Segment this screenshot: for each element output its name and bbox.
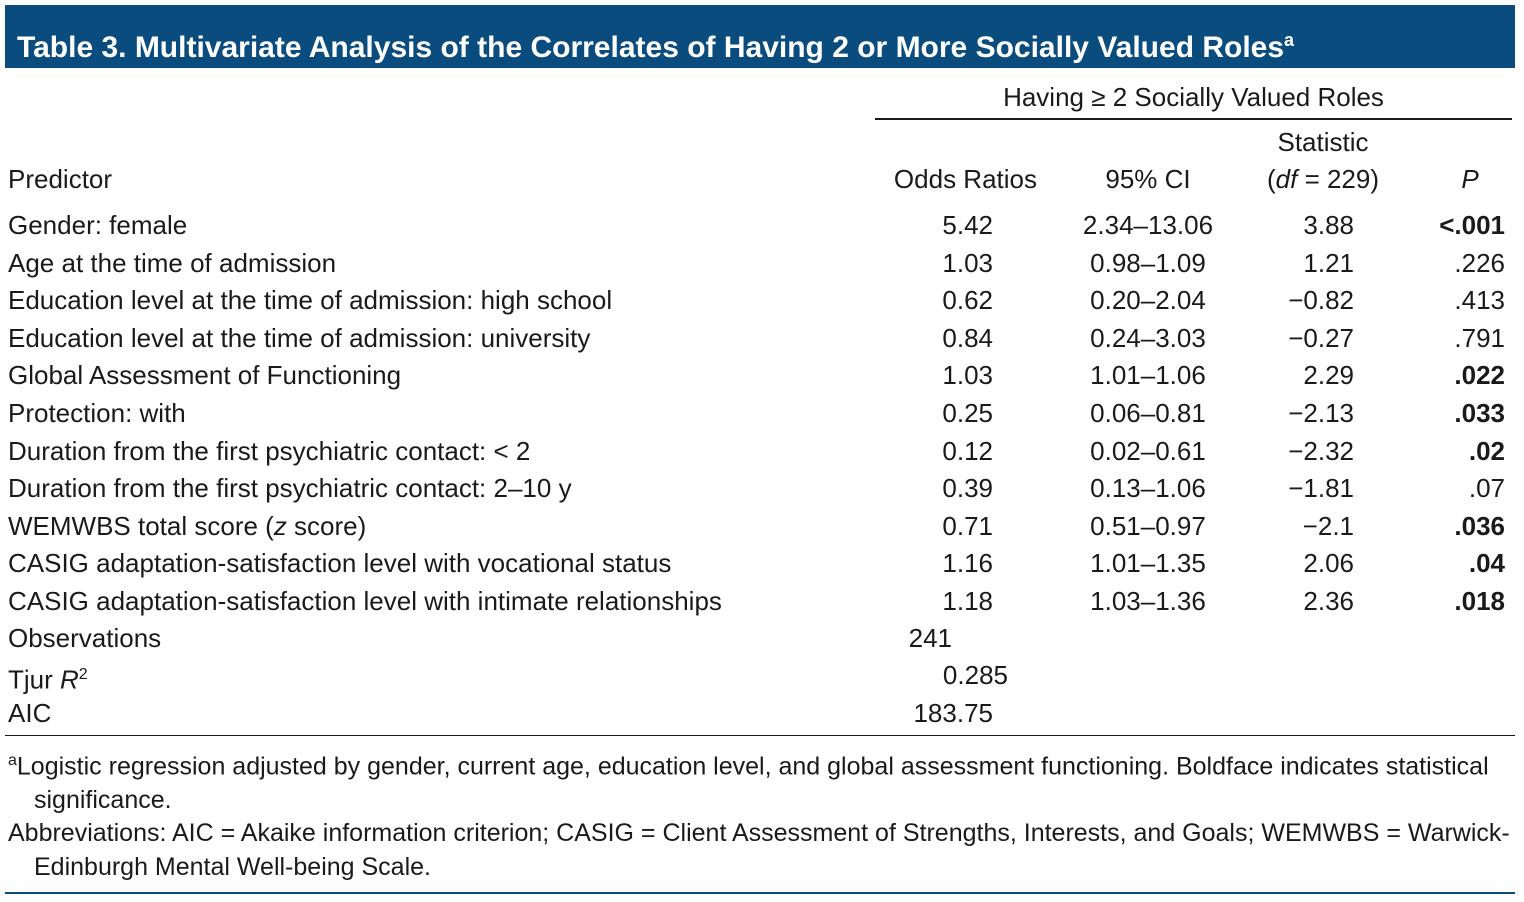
- p-value: .413: [1454, 285, 1505, 316]
- df-rest: = 229): [1297, 164, 1380, 194]
- predictor: Duration from the first psychiatric cont…: [8, 473, 572, 504]
- statistic: −2.13: [1288, 398, 1354, 428]
- p-value: .04: [1468, 548, 1505, 579]
- predictor: WEMWBS total score (z score): [8, 508, 366, 544]
- confidence-interval: 0.20–2.04: [1090, 285, 1206, 316]
- predictor: CASIG adaptation-satisfaction level with…: [8, 586, 722, 616]
- aic-label: AIC: [8, 698, 52, 728]
- odds-ratio: 1.18: [942, 586, 993, 616]
- p-value: .022: [1454, 360, 1505, 391]
- body-rule: [5, 735, 1515, 736]
- statistic: 2.36: [1303, 586, 1354, 616]
- confidence-interval: 0.13–1.06: [1090, 473, 1206, 504]
- footnote: aLogistic regression adjusted by gender,…: [8, 744, 1524, 817]
- header-odds: Odds Ratios: [893, 164, 1037, 194]
- statistic: −2.32: [1288, 435, 1354, 466]
- header-predictor: Predictor: [8, 164, 113, 194]
- group-rule: [875, 118, 1512, 120]
- confidence-interval: 1.01–1.35: [1090, 548, 1206, 579]
- p-value: .02: [1468, 435, 1505, 466]
- title-text: Table 3. Multivariate Analysis of the Co…: [17, 31, 1285, 64]
- confidence-interval: 0.24–3.03: [1090, 322, 1206, 353]
- tjur-value: 0.285: [942, 660, 1008, 690]
- confidence-interval: 0.06–0.81: [1090, 398, 1206, 428]
- confidence-interval: 0.98–1.09: [1090, 247, 1206, 278]
- confidence-interval: 2.34–13.06: [1082, 210, 1214, 240]
- header-ci: 95% CI: [1105, 164, 1191, 194]
- confidence-interval: 1.03–1.36: [1090, 586, 1206, 616]
- aic-value: 183.75: [913, 698, 993, 728]
- tjur-text: Tjur: [8, 664, 60, 695]
- predictor: Duration from the first psychiatric cont…: [8, 435, 531, 466]
- footnote: Abbreviations: AIC = Akaike information …: [8, 819, 1510, 881]
- bottom-rule: [5, 892, 1515, 894]
- p-value: .033: [1454, 398, 1505, 428]
- df-label: df: [1275, 164, 1298, 194]
- title-sup: a: [1284, 30, 1295, 50]
- odds-ratio: 0.39: [942, 473, 993, 504]
- predictor: Protection: with: [8, 398, 186, 428]
- statistic: −0.27: [1288, 322, 1354, 353]
- header-p: P: [1461, 164, 1479, 194]
- predictor-part: WEMWBS total score (: [8, 510, 274, 541]
- odds-ratio: 0.62: [942, 285, 993, 316]
- predictor-part: z: [273, 510, 287, 541]
- predictor: Education level at the time of admission…: [8, 285, 613, 316]
- odds-ratio: 1.03: [942, 247, 993, 278]
- table-title: Table 3. Multivariate Analysis of the Co…: [17, 17, 1294, 71]
- odds-ratio: 0.25: [942, 398, 993, 428]
- header-df: (df = 229): [1223, 161, 1423, 197]
- confidence-interval: 1.01–1.06: [1090, 360, 1206, 391]
- p-value: .036: [1454, 510, 1505, 541]
- obs-value: 241: [908, 623, 952, 653]
- statistic: −2.1: [1302, 510, 1354, 541]
- statistic: 3.88: [1303, 210, 1354, 240]
- odds-ratio: 1.03: [942, 360, 993, 391]
- p-value: .791: [1454, 322, 1505, 353]
- predictor: CASIG adaptation-satisfaction level with…: [8, 548, 672, 579]
- odds-ratio: 5.42: [942, 210, 993, 240]
- statistic: 2.29: [1303, 360, 1354, 391]
- df-open: (: [1266, 164, 1276, 194]
- p-value: <.001: [1439, 210, 1505, 240]
- group-header: Having ≥ 2 Socially Valued Roles: [1003, 82, 1384, 112]
- obs-label: Observations: [8, 623, 162, 653]
- statistic: 1.21: [1303, 247, 1354, 278]
- statistic: 2.06: [1303, 548, 1354, 579]
- predictor: Gender: female: [8, 210, 188, 240]
- odds-ratio: 0.12: [942, 435, 993, 466]
- confidence-interval: 0.51–0.97: [1090, 510, 1206, 541]
- confidence-interval: 0.02–0.61: [1090, 435, 1206, 466]
- tjur-sup: 2: [78, 666, 88, 683]
- tjur-label: Tjur R2: [8, 657, 88, 698]
- odds-ratio: 0.71: [942, 510, 993, 541]
- p-value: .018: [1454, 586, 1505, 616]
- p-value: .07: [1468, 473, 1505, 504]
- footnote-text: Logistic regression adjusted by gender, …: [16, 752, 1489, 815]
- odds-ratio: 0.84: [942, 322, 993, 353]
- statistic: −1.81: [1288, 473, 1354, 504]
- header-statistic: Statistic: [1277, 127, 1369, 157]
- title-bar: Table 3. Multivariate Analysis of the Co…: [5, 5, 1515, 68]
- predictor: Global Assessment of Functioning: [8, 360, 402, 391]
- odds-ratio: 1.16: [942, 548, 993, 579]
- p-value: .226: [1454, 247, 1505, 278]
- predictor-part: score): [286, 510, 367, 541]
- tjur-r: R: [60, 664, 79, 695]
- predictor: Education level at the time of admission…: [8, 322, 591, 353]
- predictor: Age at the time of admission: [8, 247, 337, 278]
- footnote-sup: a: [8, 752, 17, 769]
- statistic: −0.82: [1288, 285, 1354, 316]
